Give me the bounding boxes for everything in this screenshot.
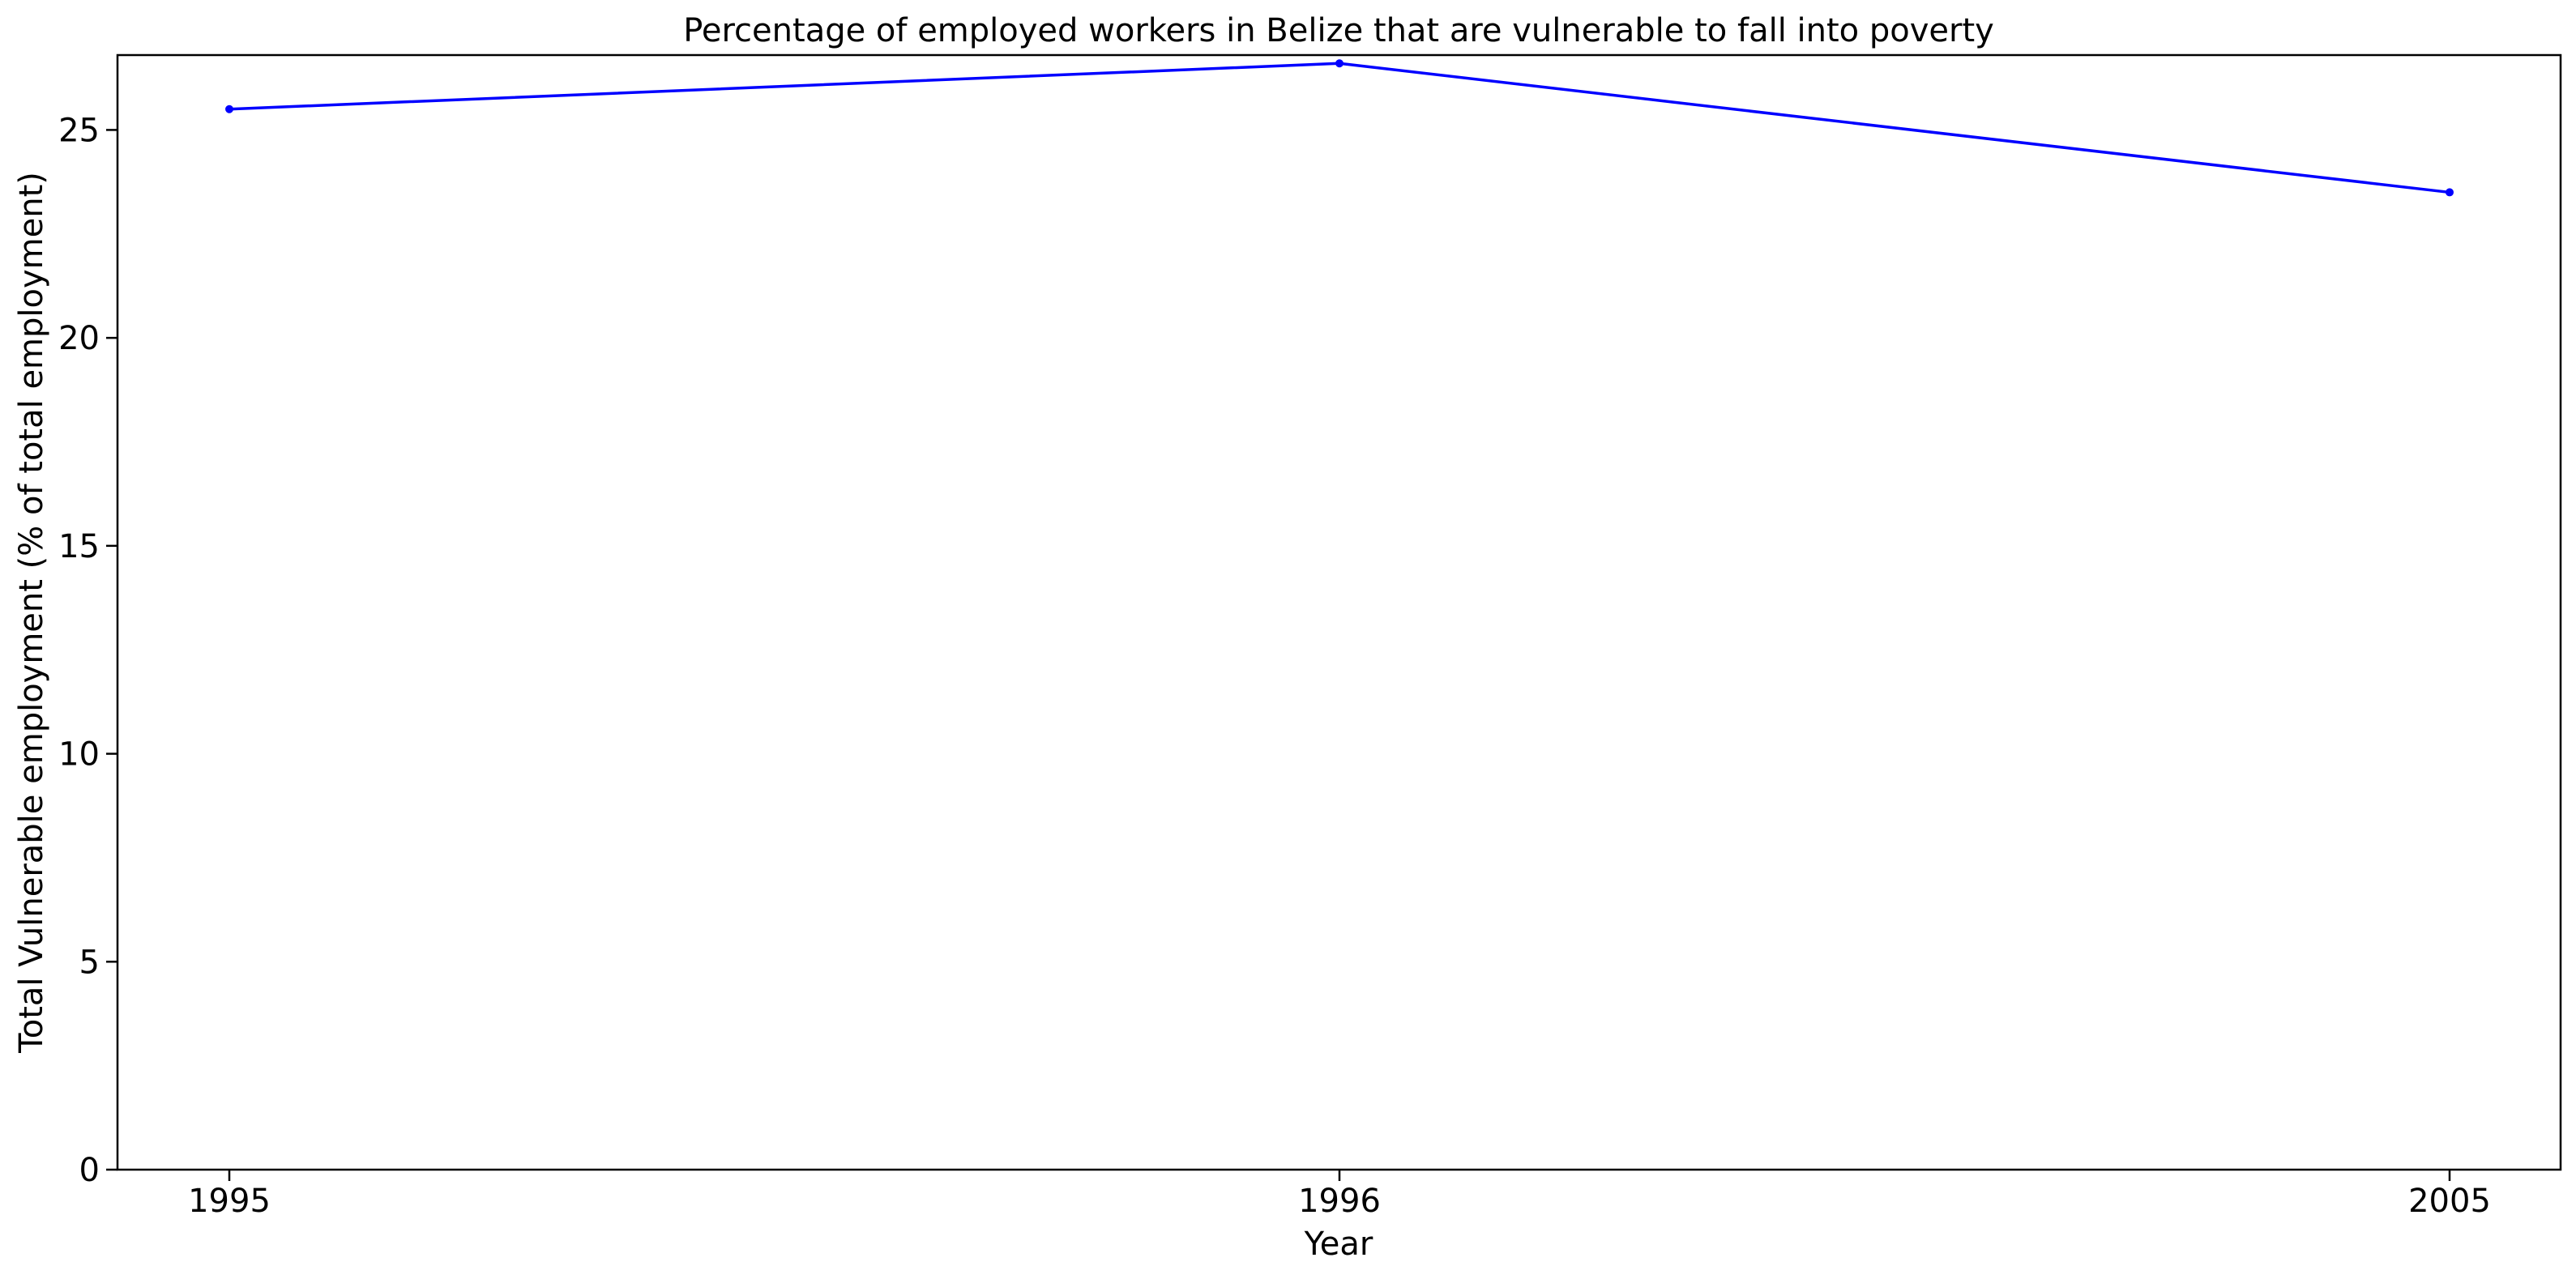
plot-area — [116, 53, 2562, 1171]
data-point — [1335, 59, 1344, 68]
y-tick-label: 25 — [58, 112, 100, 149]
data-point — [2446, 188, 2454, 197]
x-tick-label: 1996 — [1298, 1183, 1381, 1220]
x-tick-label: 2005 — [2408, 1183, 2491, 1220]
y-axis: 0 5 10 15 20 25 — [58, 112, 117, 1189]
series-line — [229, 62, 2450, 194]
x-tick-label: 1995 — [188, 1183, 271, 1220]
y-tick-label: 5 — [79, 944, 100, 981]
y-tick-label: 15 — [58, 528, 100, 565]
y-tick-label: 20 — [58, 320, 100, 357]
x-axis: 1995 1996 2005 — [188, 1170, 2491, 1220]
x-axis-label: Year — [1304, 1226, 1373, 1263]
data-point — [225, 104, 233, 113]
y-tick-label: 10 — [58, 736, 100, 774]
chart-title: Percentage of employed workers in Belize… — [683, 12, 1994, 49]
y-tick-label: 0 — [79, 1152, 100, 1189]
series-layer — [225, 59, 2454, 197]
y-axis-label: Total Vulnerable employment (% of total … — [13, 172, 50, 1054]
